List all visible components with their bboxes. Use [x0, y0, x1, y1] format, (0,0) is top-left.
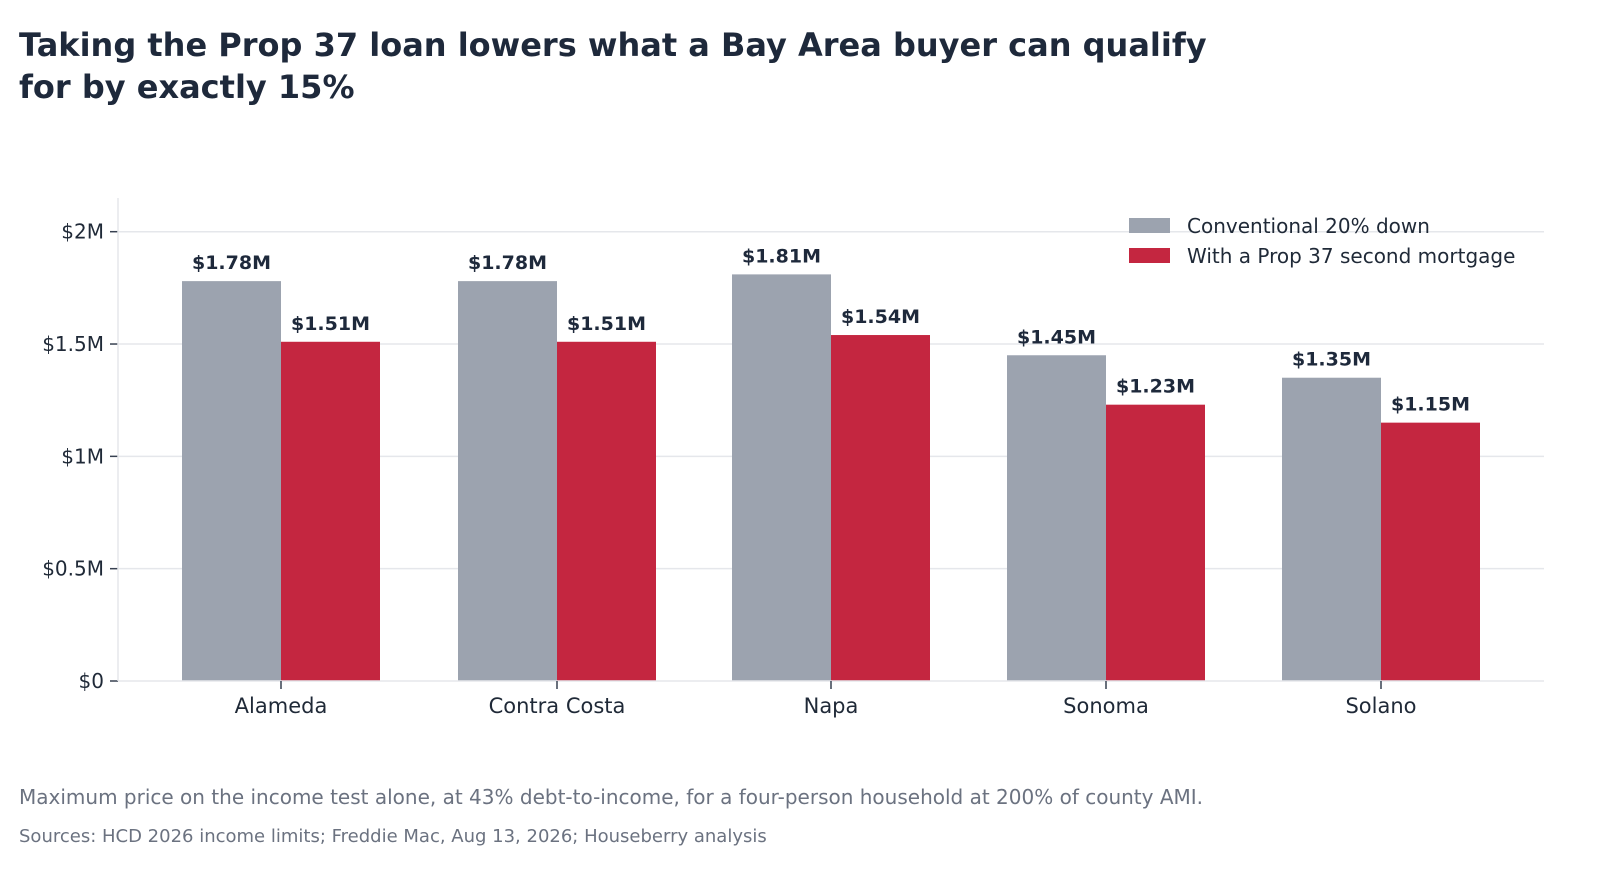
bar-prop37-sonoma	[1106, 404, 1205, 681]
x-tick-label: Contra Costa	[489, 694, 626, 718]
legend-label: With a Prop 37 second mortgage	[1187, 244, 1515, 268]
chart-source: Sources: HCD 2026 income limits; Freddie…	[19, 826, 767, 847]
data-label: $1.51M	[291, 313, 370, 335]
legend: Conventional 20% down With a Prop 37 seco…	[1129, 214, 1515, 268]
data-label: $1.23M	[1116, 376, 1195, 398]
axes: $0 $0.5M $1M $1.5M $2M Alameda Contra Costa Nap…	[42, 198, 1544, 718]
legend-swatch	[1129, 218, 1170, 233]
data-label: $1.78M	[468, 252, 547, 274]
y-tick-label: $1M	[61, 444, 104, 468]
chart-title: Taking the Prop 37 loan lowers what a Ba…	[19, 26, 1207, 106]
y-tick-label: $2M	[61, 220, 104, 244]
bar-conventional-sonoma	[1007, 355, 1106, 681]
chart-subtitle: Maximum price on the income test alone, …	[19, 785, 1204, 809]
data-label: $1.35M	[1292, 349, 1371, 371]
x-tick-label: Sonoma	[1063, 694, 1149, 718]
x-tick-label: Napa	[804, 694, 859, 718]
value-labels: $1.78M $1.51M $1.78M $1.51M $1.81M $1.54M $1.4…	[192, 245, 1470, 415]
x-tick-label: Solano	[1345, 694, 1416, 718]
legend-label: Conventional 20% down	[1187, 214, 1430, 238]
bar-conventional-alameda	[182, 281, 281, 681]
data-label: $1.78M	[192, 252, 271, 274]
y-tick-label: $0	[79, 669, 104, 693]
y-tick-label: $0.5M	[42, 557, 104, 581]
data-label: $1.51M	[567, 313, 646, 335]
data-label: $1.45M	[1017, 326, 1096, 348]
bar-prop37-alameda	[281, 341, 380, 681]
bar-conventional-contra-costa	[458, 281, 557, 681]
bar-chart: $0 $0.5M $1M $1.5M $2M Alameda Contra Costa Nap…	[42, 198, 1544, 718]
y-tick-label: $1.5M	[42, 332, 104, 356]
data-label: $1.81M	[742, 245, 821, 267]
bars	[182, 274, 1480, 681]
bar-prop37-napa	[831, 335, 930, 681]
bar-conventional-solano	[1282, 377, 1381, 681]
x-tick-label: Alameda	[235, 694, 328, 718]
legend-swatch	[1129, 248, 1170, 263]
data-label: $1.15M	[1391, 394, 1470, 416]
bar-conventional-napa	[732, 274, 831, 681]
bar-prop37-solano	[1381, 422, 1480, 681]
data-label: $1.54M	[841, 306, 920, 328]
bar-prop37-contra-costa	[557, 341, 656, 681]
